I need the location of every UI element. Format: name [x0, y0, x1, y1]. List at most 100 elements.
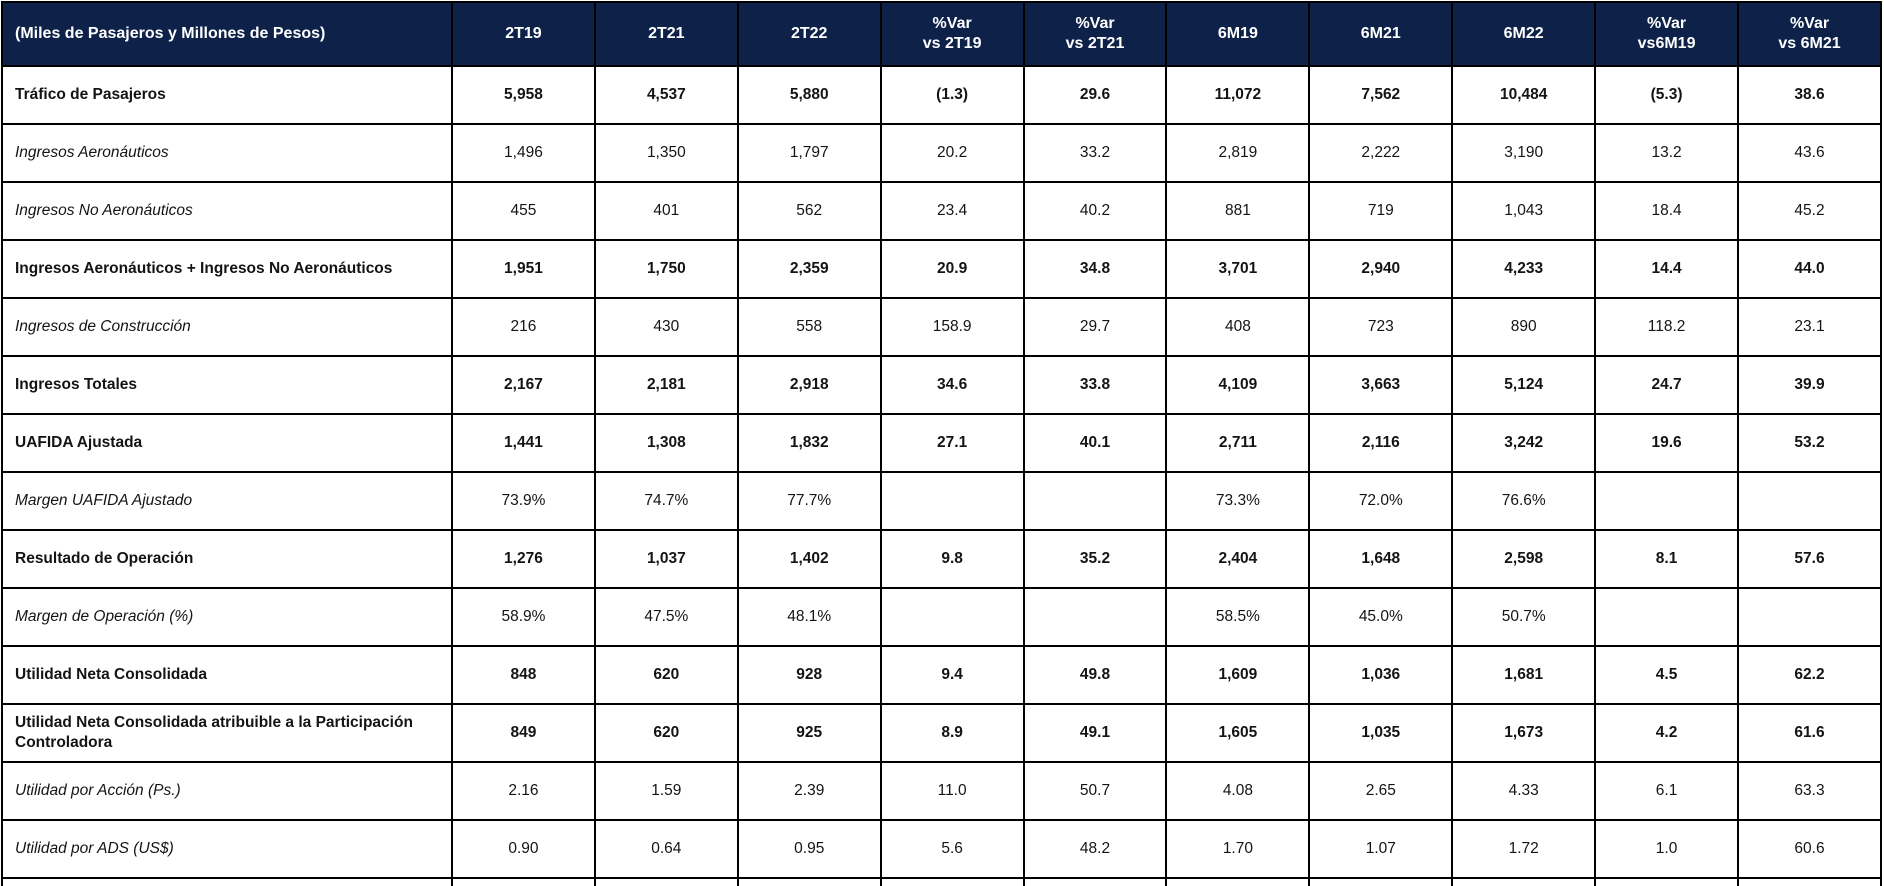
column-header: %Var vs 2T21	[1022, 1, 1168, 67]
table-row: Ingresos No Aeronáuticos 455 401 562 23.4 40.…	[1, 181, 1882, 241]
cell: 1,673	[1451, 703, 1597, 763]
cell: 35.2	[1022, 529, 1168, 589]
cell: 1,797	[736, 123, 882, 183]
cell: 19.6	[1594, 413, 1740, 473]
cell: 158.9	[879, 297, 1025, 357]
cell: 925	[736, 703, 882, 763]
cell: 8.9	[879, 703, 1025, 763]
cell: 34.6	[879, 355, 1025, 415]
cell: 1,350	[593, 123, 739, 183]
row-label: Utilidad Neta Consolidada atribuible a l…	[1, 703, 453, 763]
cell: 24.7	[1594, 355, 1740, 415]
cell: 455	[451, 181, 596, 241]
cell: 890	[1451, 297, 1597, 357]
cell: 138.4	[1594, 877, 1740, 886]
cell: 39.9	[1737, 355, 1882, 415]
cell: 23.4	[879, 181, 1025, 241]
cell: 2,359	[736, 239, 882, 299]
table-row: Resultado de Operación 1,276 1,037 1,402 9.8…	[1, 529, 1882, 589]
unit-header: (Miles de Pasajeros y Millones de Pesos)	[1, 1, 453, 67]
cell: 47.5%	[593, 587, 739, 647]
table-row: Utilidad Neta Consolidada atribuible a l…	[1, 703, 1882, 763]
cell: 401	[593, 181, 739, 241]
cell: 6.1	[1594, 761, 1740, 821]
cell: 1.70	[1165, 819, 1311, 879]
cell: 14.4	[1594, 239, 1740, 299]
cell: 881	[1165, 181, 1311, 241]
cell: 1,037	[593, 529, 739, 589]
cell: 3,701	[1165, 239, 1311, 299]
cell: 2,940	[1308, 239, 1454, 299]
table-row: Ingresos de Construcción 216 430 558 158.9 29…	[1, 297, 1882, 357]
cell: 2.39	[736, 761, 882, 821]
cell: 1.72	[1451, 819, 1597, 879]
cell	[1022, 587, 1168, 647]
column-header: 2T22	[736, 1, 882, 67]
cell: 4.08	[1165, 761, 1311, 821]
cell: 34.8	[1022, 239, 1168, 299]
cell: 2.16	[451, 761, 596, 821]
cell	[1737, 471, 1882, 531]
cell: 33.2	[1022, 123, 1168, 183]
column-header: %Var vs6M19	[1594, 1, 1740, 67]
cell: 76.6%	[1451, 471, 1597, 531]
row-label: Utilidad por ADS (US$)	[1, 819, 453, 879]
table-row: Tráfico de Pasajeros 5,958 4,537 5,880 (1.3)…	[1, 65, 1882, 125]
cell: 5,880	[736, 65, 882, 125]
cell: 73.9%	[451, 471, 596, 531]
cell: 0.95	[736, 819, 882, 879]
cell: 1,648	[1308, 529, 1454, 589]
cell: 53.2	[1737, 413, 1882, 473]
table-row: Ingresos Aeronáuticos 1,496 1,350 1,797 20.2…	[1, 123, 1882, 183]
cell: 23.1	[1737, 297, 1882, 357]
cell: 1,605	[1165, 703, 1311, 763]
row-label: Utilidad Neta Consolidada	[1, 645, 453, 705]
row-label: Tráfico de Pasajeros	[1, 65, 453, 125]
cell: 45.2	[1737, 181, 1882, 241]
table-row: UAFIDA Ajustada 1,441 1,308 1,832 27.1 40.1 2,…	[1, 413, 1882, 473]
cell: 848	[451, 645, 596, 705]
row-label: Inversiones de PMD y Estratégicas	[1, 877, 453, 886]
cell: 5.6	[879, 819, 1025, 879]
table-row: Ingresos Totales 2,167 2,181 2,918 34.6 33.8 4…	[1, 355, 1882, 415]
cell: 1,832	[736, 413, 882, 473]
table-row: Utilidad por Acción (Ps.) 2.16 1.59 2.39 11.…	[1, 761, 1882, 821]
cell: 33.8	[1022, 355, 1168, 415]
cell: 0.64	[593, 819, 739, 879]
cell: 482	[593, 877, 739, 886]
cell: 2,222	[1308, 123, 1454, 183]
cell: 38.6	[1737, 65, 1882, 125]
column-header: 6M22	[1451, 1, 1597, 67]
cell: 60.6	[1737, 819, 1882, 879]
row-label: Utilidad por Acción (Ps.)	[1, 761, 453, 821]
cell: 558	[736, 297, 882, 357]
cell: 1,036	[1308, 645, 1454, 705]
cell: 216	[451, 297, 596, 357]
cell: 3,242	[1451, 413, 1597, 473]
cell: 61.6	[1737, 703, 1882, 763]
cell: 58.9%	[451, 587, 596, 647]
cell: 849	[451, 703, 596, 763]
table-row: Utilidad Neta Consolidada 848 620 928 9.4 49.…	[1, 645, 1882, 705]
table-row: Inversiones de PMD y Estratégicas2694827…	[1, 877, 1882, 886]
cell: 0.90	[451, 819, 596, 879]
cell: (5.3)	[1594, 65, 1740, 125]
row-label: Ingresos No Aeronáuticos	[1, 181, 453, 241]
row-label: Ingresos Totales	[1, 355, 453, 415]
cell: 1,402	[736, 529, 882, 589]
cell: 2,918	[736, 355, 882, 415]
cell: 1,750	[593, 239, 739, 299]
row-label: UAFIDA Ajustada	[1, 413, 453, 473]
cell: 18.4	[1594, 181, 1740, 241]
cell: 620	[593, 703, 739, 763]
cell: 29.7	[1022, 297, 1168, 357]
cell: 10,484	[1451, 65, 1597, 125]
cell: 2,819	[1165, 123, 1311, 183]
cell: 11,072	[1165, 65, 1311, 125]
cell: 4,537	[593, 65, 739, 125]
cell	[1594, 587, 1740, 647]
cell: 74.7%	[593, 471, 739, 531]
cell: 1,035	[1308, 703, 1454, 763]
cell: 50.7%	[1451, 587, 1597, 647]
